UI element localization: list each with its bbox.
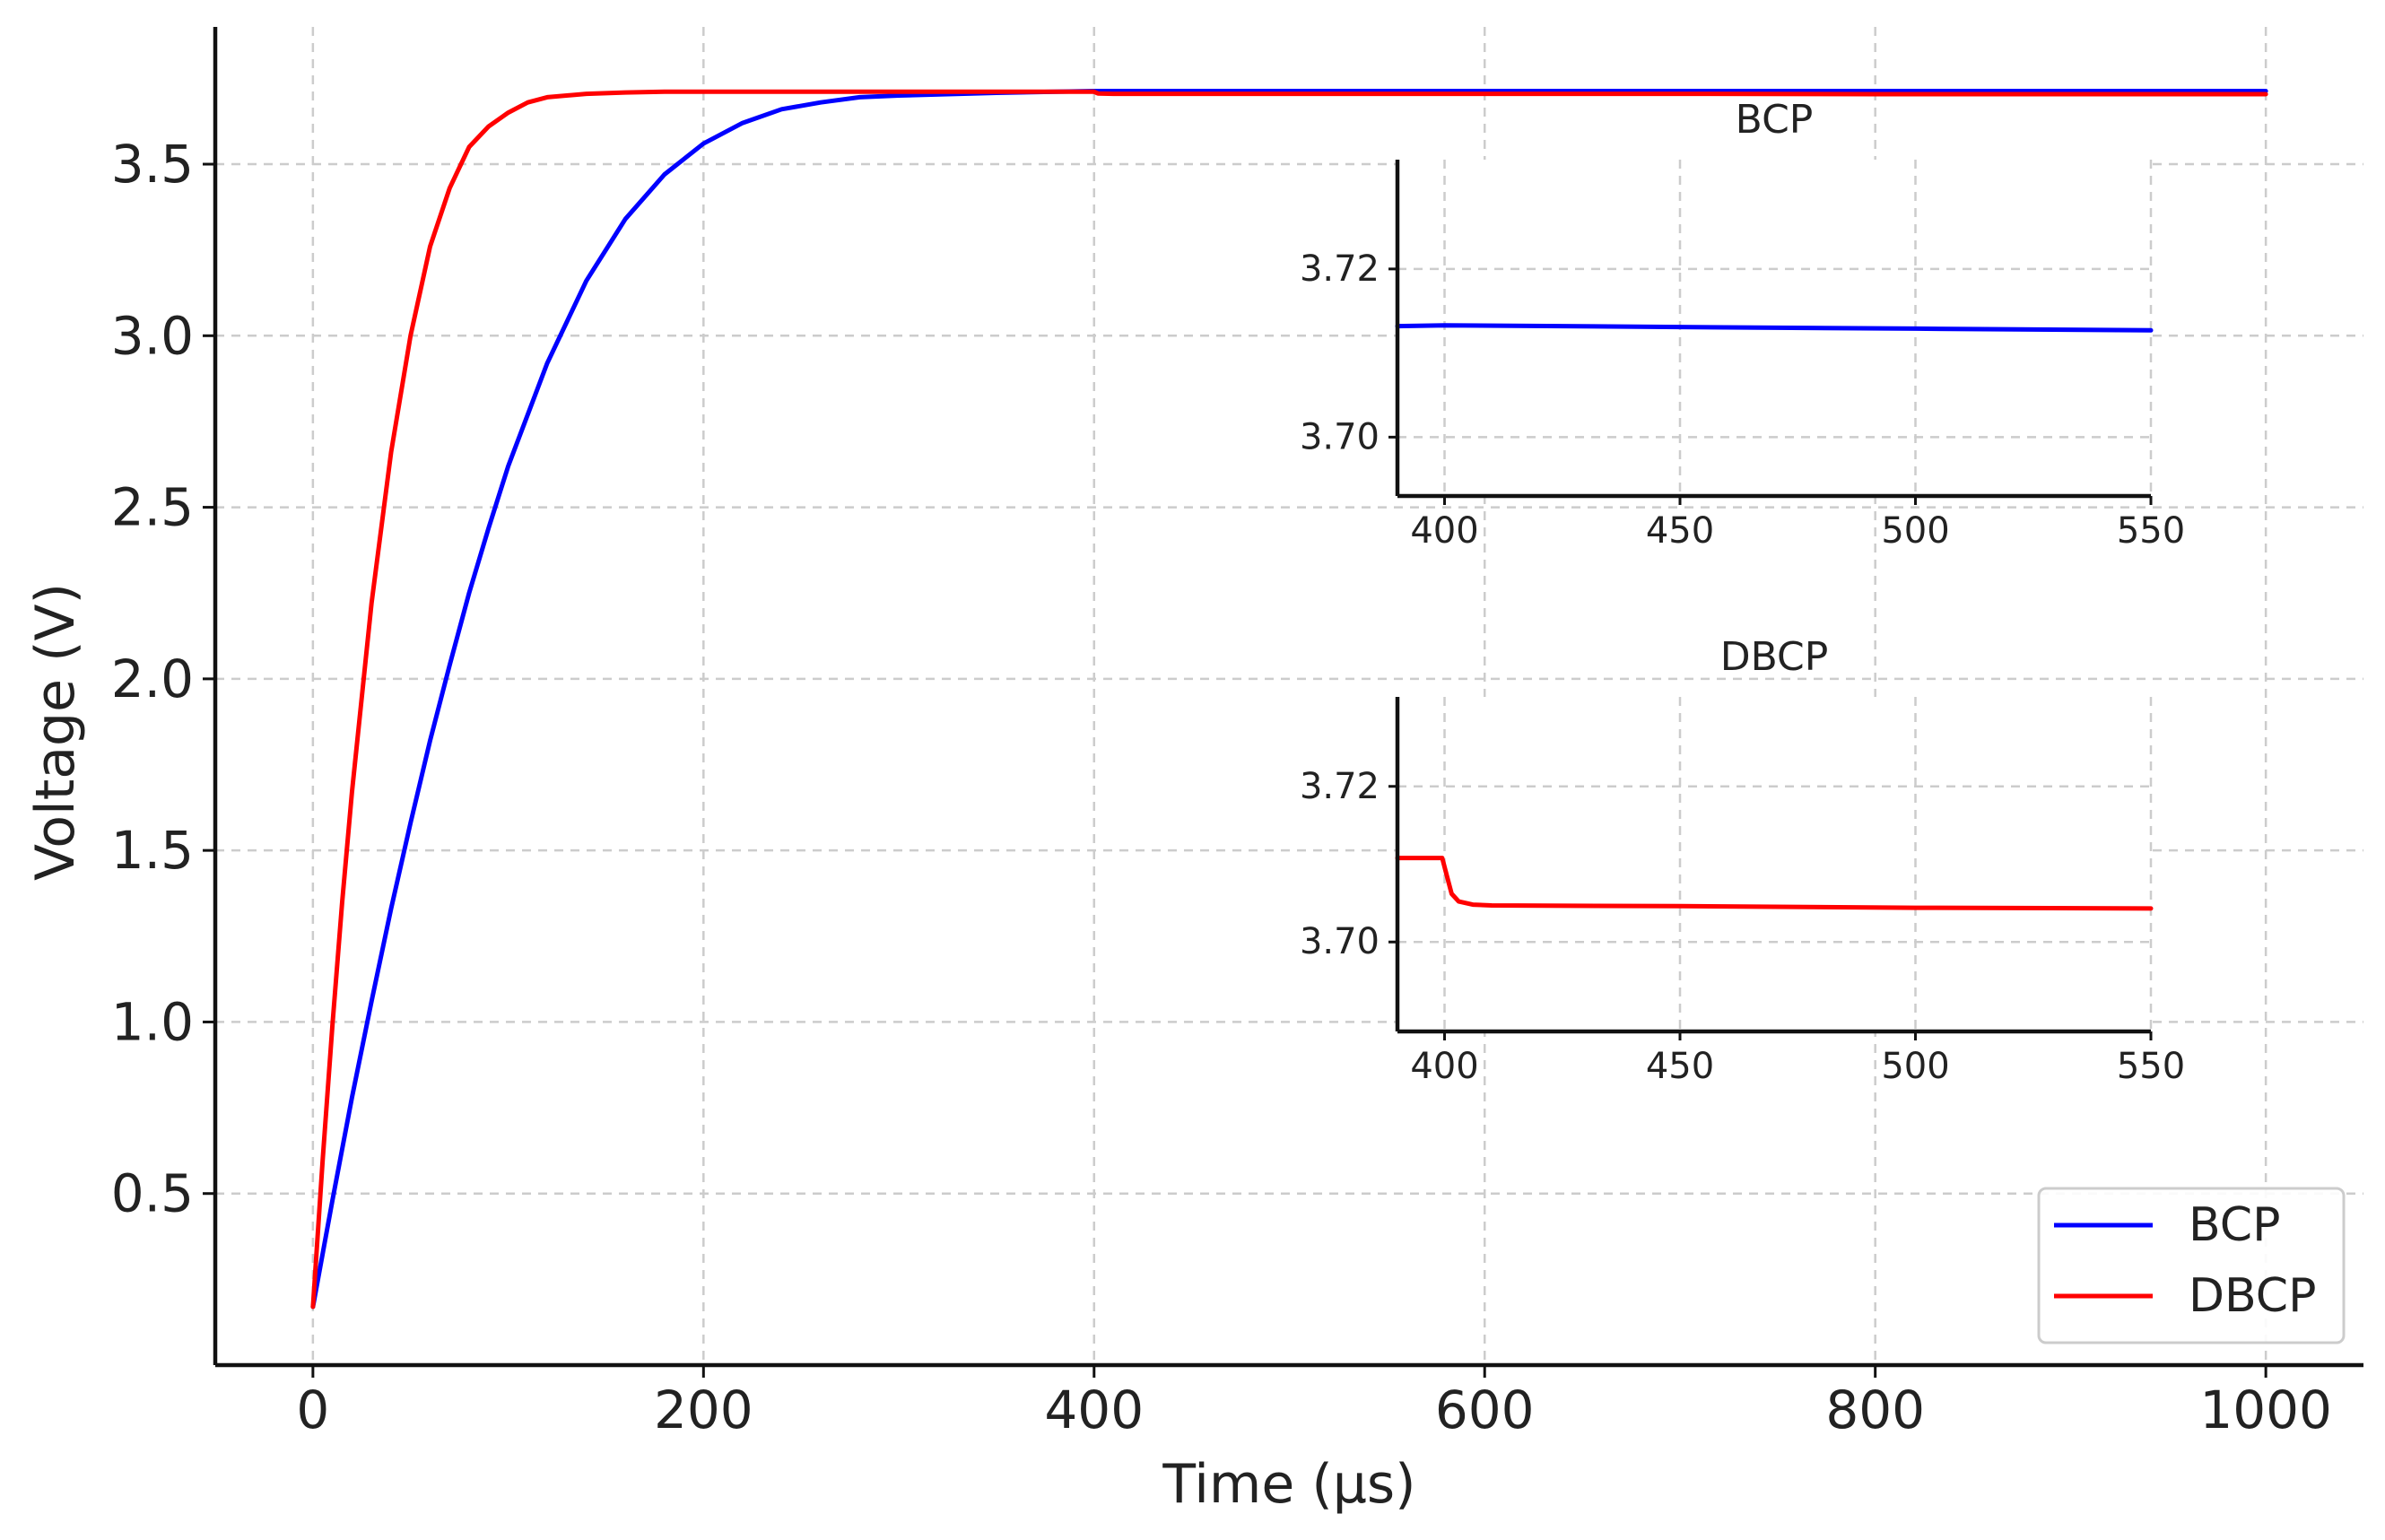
inset-dbcp-series-line-dbcp [1395,856,2154,911]
inset-dbcp-y-tick-label: 3.70 [1300,921,1380,962]
main-x-tick-label: 800 [1825,1379,1925,1440]
main-y-tick-label: 1.5 [111,820,194,881]
inset-dbcp-plot-background [1397,697,2151,1031]
inset-bcp-series-line-bcp [1395,323,2154,333]
legend-label-dbcp: DBCP [2189,1269,2316,1323]
x-axis-label: Time (µs) [1162,1453,1415,1516]
main-series-line-dbcp [310,89,2268,1309]
inset-bcp-y-tick-label: 3.72 [1300,248,1380,290]
main-y-tick-label: 2.0 [111,648,194,709]
main-y-tick-label: 2.5 [111,477,194,538]
inset-dbcp-x-tick-label: 400 [1410,1046,1478,1087]
inset-dbcp-x-tick-label: 500 [1881,1046,1949,1087]
inset-bcp-x-tick-label: 400 [1410,510,1478,552]
inset-bcp-title: BCP [1736,97,1814,143]
inset-bcp-x-tick-label: 450 [1646,510,1714,552]
legend-label-bcp: BCP [2189,1198,2280,1252]
inset-bcp-panel: 400 450 500 550 3.70 3.72 BCP [1300,97,2185,552]
inset-dbcp-y-tick-label: 3.72 [1300,766,1380,807]
inset-bcp-y-tick-label: 3.70 [1300,416,1380,457]
inset-dbcp-x-tick-label: 550 [2117,1046,2185,1087]
main-y-tick-label: 3.5 [111,134,194,195]
main-y-tick-label: 1.0 [111,991,194,1052]
main-panel: 0 200 400 600 800 1000 0.5 1.0 1.5 2.0 2.5 3.0 3.5 Ti… [24,27,2363,1516]
inset-bcp-x-tick-label: 550 [2117,510,2185,552]
inset-dbcp-x-tick-label: 450 [1646,1046,1714,1087]
main-x-tick-label: 0 [296,1379,329,1440]
main-y-tick-label: 3.0 [111,305,194,366]
inset-dbcp-title: DBCP [1720,634,1829,680]
main-x-tick-label: 1000 [2199,1379,2332,1440]
main-x-tick-label: 600 [1435,1379,1535,1440]
legend: BCP DBCP [2037,1187,2346,1344]
inset-dbcp-panel: 400 450 500 550 3.70 3.72 DBCP [1300,634,2185,1087]
main-x-tick-label: 200 [654,1379,753,1440]
inset-bcp-x-tick-label: 500 [1881,510,1949,552]
y-axis-label: Voltage (V) [24,583,87,881]
main-y-tick-label: 0.5 [111,1163,194,1224]
main-x-tick-label: 400 [1044,1379,1144,1440]
main-series-line-bcp [310,89,2268,1309]
